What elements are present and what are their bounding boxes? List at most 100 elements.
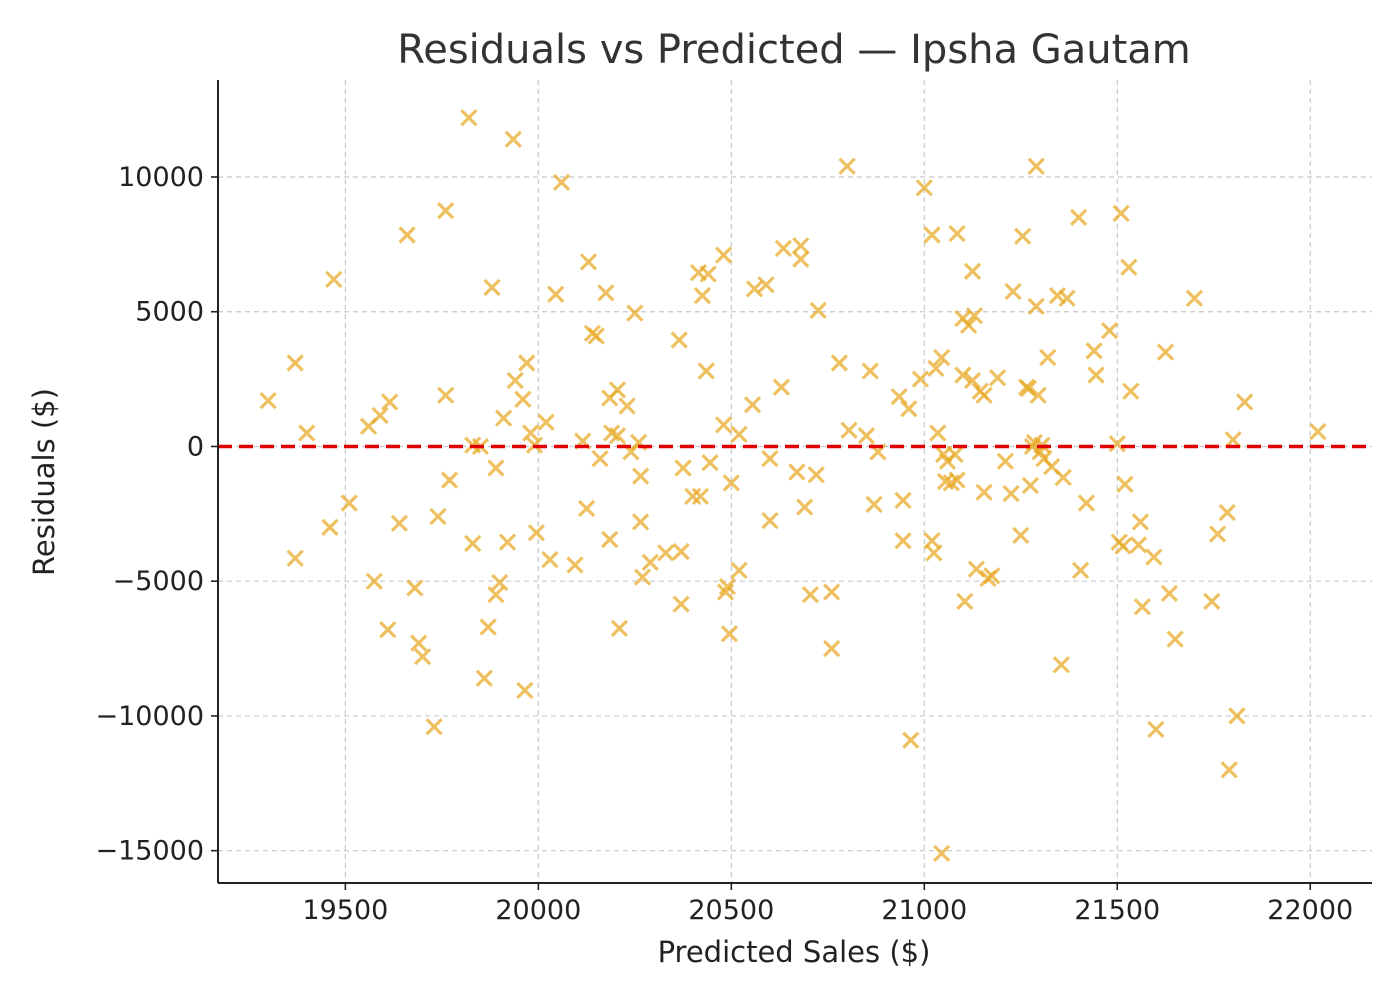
data-point xyxy=(340,494,358,512)
data-point xyxy=(487,586,505,604)
data-point xyxy=(807,466,825,484)
data-point xyxy=(1203,592,1221,611)
y-tick-label: 10000 xyxy=(118,162,204,193)
data-point xyxy=(1085,342,1103,360)
data-point xyxy=(792,237,810,255)
data-point xyxy=(1129,536,1148,554)
data-point xyxy=(286,549,304,567)
data-point xyxy=(801,586,820,604)
y-tick-label: 5000 xyxy=(135,297,204,328)
data-point xyxy=(657,544,675,562)
data-point xyxy=(861,362,879,380)
data-point xyxy=(1029,386,1047,404)
data-point xyxy=(792,250,810,268)
data-point xyxy=(699,265,717,283)
data-point xyxy=(527,524,546,542)
data-point xyxy=(1071,561,1090,580)
data-point xyxy=(743,396,762,414)
x-tick-label: 20000 xyxy=(495,895,581,926)
data-point xyxy=(379,621,397,639)
data-point xyxy=(927,359,945,377)
data-point xyxy=(1014,227,1032,245)
data-point xyxy=(757,276,775,294)
x-tick-label: 21000 xyxy=(881,895,967,926)
data-point xyxy=(504,130,522,148)
data-point xyxy=(1019,379,1038,398)
data-point xyxy=(464,534,482,553)
data-point xyxy=(954,366,972,384)
data-point xyxy=(608,427,627,445)
data-point xyxy=(494,409,513,427)
data-point xyxy=(286,354,304,372)
data-point xyxy=(601,530,619,549)
data-point xyxy=(823,583,841,601)
data-point xyxy=(718,577,737,596)
data-point xyxy=(1145,548,1163,566)
data-point xyxy=(460,109,478,127)
data-point xyxy=(983,567,1001,585)
data-point xyxy=(946,445,964,464)
x-tick-label: 22000 xyxy=(1267,895,1353,926)
data-point xyxy=(716,583,735,601)
data-point xyxy=(597,284,615,302)
data-point xyxy=(566,556,584,574)
data-point xyxy=(626,304,644,322)
data-point xyxy=(521,424,540,442)
data-point xyxy=(618,397,636,415)
data-point xyxy=(537,413,555,431)
data-point xyxy=(437,386,455,404)
data-point xyxy=(975,386,993,404)
data-point xyxy=(1004,282,1022,301)
data-point xyxy=(633,568,652,586)
data-point xyxy=(641,553,659,571)
data-point xyxy=(610,619,629,637)
data-point xyxy=(1058,289,1076,307)
data-point xyxy=(479,618,497,636)
data-point xyxy=(796,498,814,516)
data-point xyxy=(437,202,455,220)
data-point xyxy=(321,518,339,536)
data-point xyxy=(1218,503,1236,522)
data-point xyxy=(506,371,524,390)
data-point xyxy=(1309,423,1327,441)
data-point xyxy=(440,471,459,489)
data-point xyxy=(483,278,501,297)
data-point xyxy=(475,669,493,687)
data-point xyxy=(1027,297,1045,315)
data-point xyxy=(591,449,609,468)
data-point xyxy=(684,487,702,505)
data-point xyxy=(491,573,509,592)
data-point xyxy=(929,424,947,442)
data-point xyxy=(730,561,748,580)
data-point xyxy=(933,844,951,862)
data-point xyxy=(371,406,389,425)
data-point xyxy=(1156,343,1175,361)
x-tick-label: 21500 xyxy=(1074,895,1160,926)
data-point xyxy=(691,487,710,505)
data-point xyxy=(1100,321,1119,340)
data-point xyxy=(915,179,933,197)
x-tick-label: 19500 xyxy=(302,895,388,926)
data-point xyxy=(390,514,409,532)
data-point xyxy=(670,331,688,349)
data-point xyxy=(761,449,779,468)
data-point xyxy=(902,731,920,749)
data-point xyxy=(406,579,424,597)
data-point xyxy=(425,718,443,736)
data-point xyxy=(730,425,748,443)
data-point xyxy=(988,369,1007,387)
data-point xyxy=(933,348,951,367)
data-point xyxy=(1048,286,1067,305)
data-point xyxy=(925,544,943,562)
data-point xyxy=(365,572,383,590)
data-point xyxy=(1112,204,1130,223)
data-point xyxy=(1120,258,1138,276)
data-point xyxy=(693,286,712,305)
data-point xyxy=(514,390,532,408)
data-point xyxy=(1166,630,1184,648)
data-point xyxy=(547,285,565,303)
data-point xyxy=(552,173,571,192)
data-point xyxy=(1236,393,1254,411)
data-point xyxy=(1114,537,1132,555)
